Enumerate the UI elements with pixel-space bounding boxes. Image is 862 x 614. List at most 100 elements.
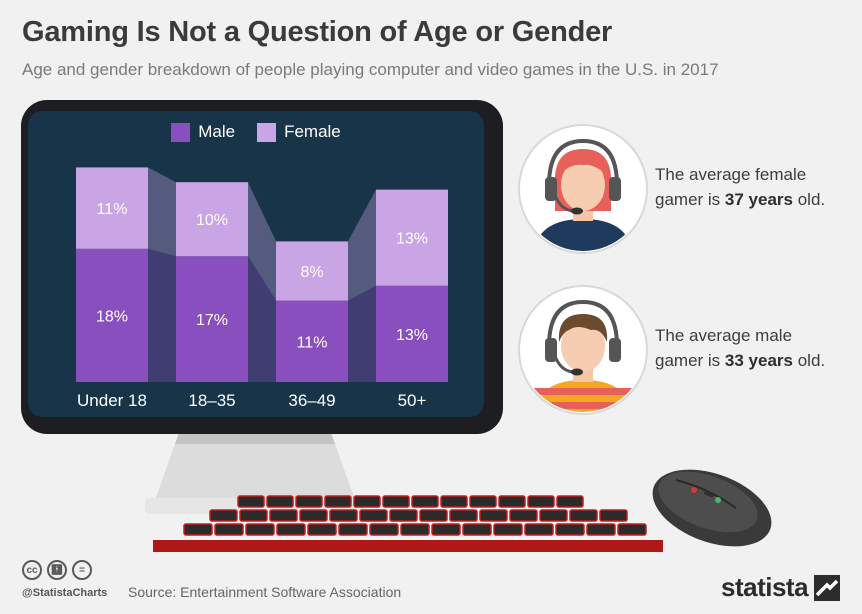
male-text-line2: gamer is 33 years old. xyxy=(655,348,855,373)
connector-female-2 xyxy=(348,189,376,301)
x-tick-label-3: 50+ xyxy=(398,391,427,410)
connector-male-0 xyxy=(148,248,176,382)
keyboard-key xyxy=(299,509,328,522)
connector-female-1 xyxy=(248,182,276,301)
data-label-female-3: 13% xyxy=(396,231,428,248)
keyboard-key xyxy=(369,523,399,536)
female-gamer-avatar xyxy=(518,124,648,254)
keyboard-key xyxy=(400,523,430,536)
keyboard-key xyxy=(569,509,598,522)
bar-male-1 xyxy=(176,256,248,382)
license-icons: cc 🚹︎ = xyxy=(22,560,92,580)
male-average-age-text: The average male gamer is 33 years old. xyxy=(655,323,855,373)
keyboard-key xyxy=(419,509,448,522)
keyboard-key xyxy=(555,523,585,536)
keyboard-key xyxy=(214,523,244,536)
bar-female-0 xyxy=(76,167,148,249)
keyboard-key xyxy=(359,509,388,522)
statista-wordmark: statista xyxy=(721,572,809,602)
keyboard-key xyxy=(524,523,554,536)
keyboard-key xyxy=(411,495,439,508)
data-label-male-0: 18% xyxy=(96,308,128,325)
keyboard-key xyxy=(338,523,368,536)
keyboard-illustration xyxy=(153,495,663,552)
keyboard-key xyxy=(353,495,381,508)
data-label-male-3: 13% xyxy=(396,327,428,344)
keyboard-key xyxy=(493,523,523,536)
male-text-line1: The average male xyxy=(655,326,793,345)
statista-logo-icon xyxy=(814,574,841,601)
keyboard-key xyxy=(449,509,478,522)
no-derivatives-icon[interactable]: = xyxy=(72,560,92,580)
data-label-female-1: 10% xyxy=(196,212,228,229)
keyboard-key xyxy=(329,509,358,522)
keyboard-key xyxy=(431,523,461,536)
keyboard-key xyxy=(586,523,616,536)
keyboard-key xyxy=(324,495,352,508)
chart-legend: Male Female xyxy=(28,122,484,142)
connector-male-1 xyxy=(248,256,276,382)
female-text-line2: gamer is 37 years old. xyxy=(655,187,855,212)
keyboard-key xyxy=(469,495,497,508)
keyboard-key xyxy=(462,523,492,536)
bar-male-2 xyxy=(276,300,348,382)
keyboard-key xyxy=(382,495,410,508)
legend-swatch-male xyxy=(171,122,191,142)
legend-label-male: Male xyxy=(198,122,236,141)
keyboard-key xyxy=(269,509,298,522)
keyboard-key xyxy=(440,495,468,508)
connector-male-2 xyxy=(348,285,376,382)
female-text-post: old. xyxy=(793,190,826,209)
keyboard-key xyxy=(295,495,323,508)
legend-item-male: Male xyxy=(171,122,235,142)
statista-handle[interactable]: @StatistaCharts xyxy=(22,587,108,599)
keyboard-key xyxy=(509,509,538,522)
data-label-male-2: 11% xyxy=(297,334,328,351)
legend-item-female: Female xyxy=(257,122,341,142)
female-text-line1: The average female xyxy=(655,165,807,184)
keyboard-key xyxy=(539,509,568,522)
keyboard-key xyxy=(617,523,647,536)
female-text-pre: gamer is xyxy=(655,190,725,209)
bar-male-3 xyxy=(376,285,448,382)
statista-logo[interactable]: statista xyxy=(721,572,841,603)
keyboard-key xyxy=(307,523,337,536)
chart-subtitle: Age and gender breakdown of people playi… xyxy=(22,60,719,79)
x-tick-label-1: 18–35 xyxy=(188,391,235,410)
attribution-icon[interactable]: 🚹︎ xyxy=(47,560,67,580)
source-note: Source: Entertainment Software Associati… xyxy=(128,584,402,600)
bar-female-1 xyxy=(176,182,248,257)
bar-female-3 xyxy=(376,189,448,286)
keyboard-key xyxy=(183,523,213,536)
keyboard-key xyxy=(276,523,306,536)
male-gamer-avatar xyxy=(518,285,648,415)
bar-male-0 xyxy=(76,248,148,382)
creative-commons-icon[interactable]: cc xyxy=(22,560,42,580)
data-label-male-1: 17% xyxy=(196,312,228,329)
mouse-illustration xyxy=(652,469,772,547)
keyboard-key xyxy=(599,509,628,522)
stacked-bar-chart: 18% 11% Under 18 17% 10% 18–35 11% 8% 36–49 13% 13… xyxy=(76,167,448,410)
male-text-post: old. xyxy=(793,351,826,370)
keyboard-key xyxy=(266,495,294,508)
x-tick-label-0: Under 18 xyxy=(77,391,147,410)
x-tick-label-2: 36–49 xyxy=(288,391,335,410)
keyboard-key xyxy=(237,495,265,508)
legend-swatch-female xyxy=(257,122,277,142)
keyboard-key xyxy=(556,495,584,508)
keyboard-key xyxy=(389,509,418,522)
chart-title: Gaming Is Not a Question of Age or Gende… xyxy=(22,16,613,48)
bar-female-2 xyxy=(276,241,348,301)
keyboard-key xyxy=(527,495,555,508)
male-average-age: 33 years xyxy=(724,351,793,370)
chart-screen: Male Female 18% 11% Under 18 17% 10% 18–35 11%… xyxy=(28,111,484,417)
female-average-age: 37 years xyxy=(724,190,793,209)
keyboard-key xyxy=(498,495,526,508)
male-text-pre: gamer is xyxy=(655,351,725,370)
keyboard-key xyxy=(245,523,275,536)
keyboard-key xyxy=(479,509,508,522)
female-average-age-text: The average female gamer is 37 years old… xyxy=(655,162,855,212)
connector-female-0 xyxy=(148,167,176,257)
keyboard-key xyxy=(239,509,268,522)
legend-label-female: Female xyxy=(284,122,341,141)
